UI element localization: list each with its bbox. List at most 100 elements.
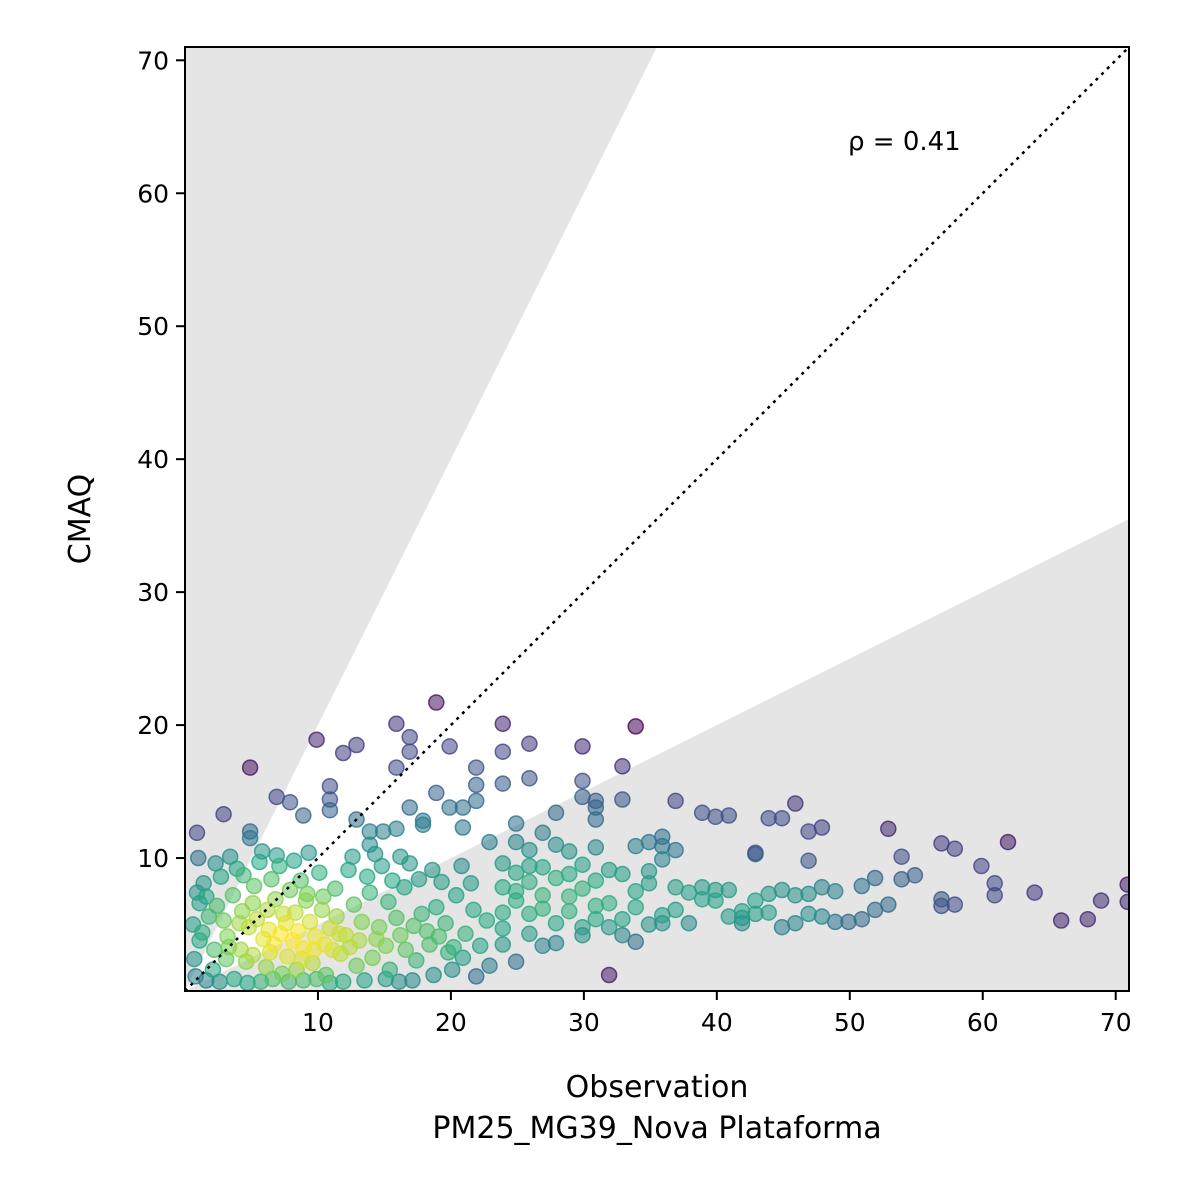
- scatter-point: [481, 957, 498, 974]
- x-tick-label: 60: [967, 1008, 999, 1037]
- scatter-point: [208, 897, 226, 915]
- scatter-point: [494, 936, 512, 953]
- scatter-point: [627, 883, 644, 900]
- scatter-point: [297, 892, 315, 909]
- scatter-point: [348, 736, 365, 754]
- scatter-point: [345, 896, 363, 913]
- scatter-point: [397, 941, 414, 959]
- x-axis-label: Observation: [566, 1070, 749, 1105]
- scatter-point: [467, 792, 485, 810]
- scatter-point: [453, 857, 470, 875]
- scatter-point: [760, 809, 777, 827]
- scatter-point: [215, 912, 232, 929]
- x-tick-label: 40: [701, 1008, 733, 1037]
- scatter-point: [251, 853, 268, 871]
- scatter-point: [747, 845, 764, 863]
- scatter-point: [396, 879, 413, 896]
- scatter-point: [467, 776, 485, 794]
- y-tick-label: 70: [137, 46, 169, 75]
- scatter-point: [198, 888, 215, 905]
- scatter-point: [428, 784, 445, 802]
- scatter-point: [1079, 910, 1097, 928]
- scatter-point: [241, 759, 259, 776]
- scatter-point: [408, 952, 425, 969]
- scatter-point: [800, 852, 817, 869]
- scatter-point: [195, 875, 212, 892]
- scatter-point: [560, 888, 578, 905]
- plot-frame: [184, 46, 1130, 992]
- scatter-point: [747, 892, 764, 909]
- scatter-point: [219, 928, 236, 945]
- one-to-one-line: [185, 47, 1129, 991]
- shaded-region-upper: [185, 47, 657, 991]
- scatter-point: [437, 914, 454, 932]
- scatter-point: [986, 875, 1003, 892]
- scatter-point: [358, 868, 376, 885]
- scatter-point: [680, 884, 698, 901]
- scatter-point: [534, 824, 551, 842]
- scatter-point: [813, 908, 831, 925]
- scatter-point: [507, 953, 525, 970]
- scatter-point: [574, 772, 591, 790]
- scatter-point: [481, 833, 498, 851]
- scatter-point: [547, 914, 565, 932]
- scatter-point: [893, 848, 910, 865]
- scatter-point: [204, 961, 222, 978]
- scatter-point: [241, 829, 259, 847]
- x-tick-label: 50: [834, 1008, 866, 1037]
- scatter-point: [614, 791, 631, 808]
- scatter-point: [471, 937, 489, 955]
- scatter-point: [547, 869, 565, 887]
- scatter-point: [307, 928, 324, 945]
- y-tick-label: 60: [137, 179, 169, 208]
- scatter-point: [321, 920, 339, 937]
- scatter-point: [494, 715, 512, 733]
- scatter-point: [707, 808, 724, 826]
- scatter-point: [534, 859, 551, 876]
- scatter-point: [340, 861, 357, 879]
- scatter-point: [443, 961, 461, 978]
- scatter-point: [547, 804, 565, 822]
- scatter-point: [465, 901, 482, 919]
- scatter-point: [373, 857, 391, 875]
- scatter-point: [574, 880, 591, 897]
- scatter-point: [893, 871, 910, 888]
- scatter-point: [413, 905, 430, 923]
- scatter-point: [186, 950, 203, 968]
- scatter-point: [257, 958, 275, 976]
- scatter-point: [368, 930, 385, 948]
- scatter-point: [467, 759, 485, 776]
- scatter-point: [410, 871, 428, 888]
- scatter-point: [880, 820, 897, 838]
- scatter-point: [866, 901, 884, 919]
- scatter-point: [507, 833, 525, 851]
- scatter-point: [640, 875, 658, 892]
- scatter-point: [627, 837, 644, 855]
- scatter-point: [225, 970, 243, 988]
- scatter-point: [248, 910, 266, 928]
- scatter-point: [348, 957, 365, 974]
- scatter-point: [285, 852, 303, 869]
- scatter-point: [600, 966, 618, 984]
- scatter-point: [401, 855, 418, 872]
- scatter-point: [281, 793, 299, 811]
- x-tick-label: 70: [1100, 1008, 1132, 1037]
- scatter-point: [494, 855, 512, 872]
- scatter-point: [787, 914, 804, 932]
- scatter-point: [547, 934, 565, 952]
- y-tick-label: 10: [137, 844, 169, 873]
- scatter-point: [273, 965, 291, 982]
- scatter-point: [334, 744, 352, 762]
- scatter-point: [787, 795, 804, 812]
- scatter-point: [600, 918, 618, 936]
- scatter-point: [284, 932, 301, 949]
- scatter-point: [999, 833, 1017, 851]
- x-axis-sublabel: PM25_MG39_Nova Plataforma: [432, 1111, 881, 1146]
- scatter-point: [388, 715, 405, 733]
- scatter-point: [425, 966, 442, 984]
- scatter-point: [188, 824, 206, 842]
- scatter-point: [381, 961, 399, 978]
- scatter-point: [380, 893, 397, 911]
- scatter-point: [973, 857, 990, 875]
